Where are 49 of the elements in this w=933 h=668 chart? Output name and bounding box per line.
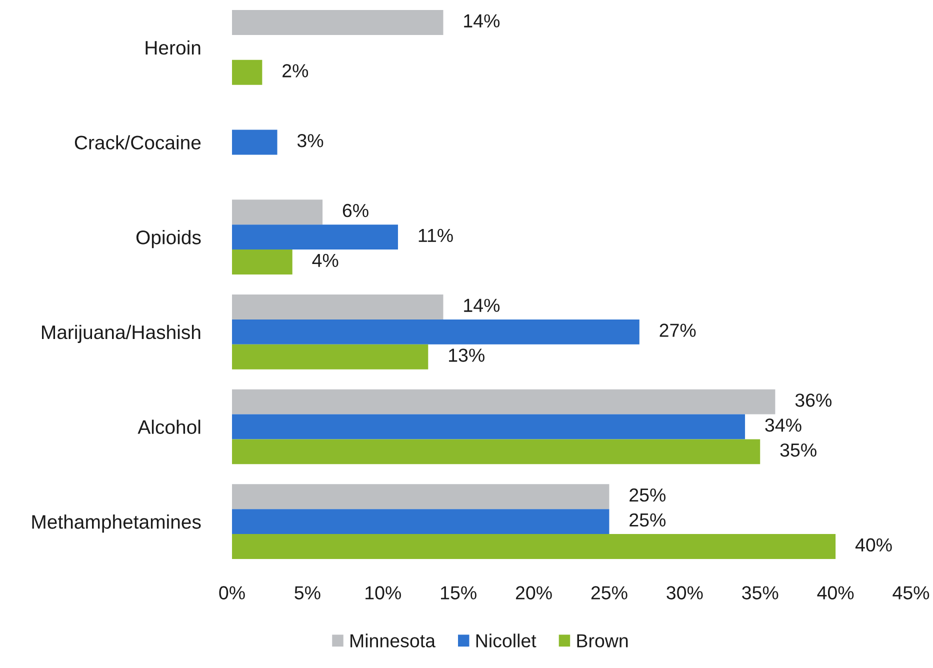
data-label: 14%: [464, 298, 500, 312]
bar: [232, 439, 760, 464]
x-tick-label: 5%: [294, 586, 320, 600]
data-label: 4%: [312, 254, 338, 267]
data-label: 25%: [630, 513, 666, 527]
x-tick-label: 20%: [516, 586, 552, 600]
bar: [232, 414, 746, 440]
x-tick-label: 0%: [219, 586, 245, 600]
x-tick-label: 15%: [441, 586, 476, 600]
data-label: 13%: [449, 348, 484, 362]
legend-label: Minnesota: [350, 634, 436, 648]
data-label: 25%: [630, 488, 666, 502]
bar: [232, 200, 323, 225]
bar: [232, 224, 398, 250]
bar: [232, 534, 836, 559]
x-tick-label: 30%: [666, 586, 703, 600]
bar: [232, 294, 444, 320]
bar: [232, 130, 278, 155]
y-tick-label: Alcohol: [138, 420, 200, 434]
x-tick-label: 35%: [742, 586, 778, 600]
bar: [232, 484, 610, 510]
y-tick-label: Opioids: [136, 230, 201, 248]
data-label: 35%: [780, 443, 816, 457]
bar: [232, 319, 640, 344]
x-tick-label: 25%: [591, 586, 628, 600]
data-label: 40%: [855, 538, 892, 552]
y-tick-label: Crack/Cocaine: [74, 135, 201, 150]
legend-label: Nicollet: [476, 634, 536, 648]
data-label: 6%: [342, 204, 368, 218]
y-tick-label: Heroin: [146, 40, 200, 55]
data-label: 14%: [464, 14, 500, 28]
bar: [232, 250, 292, 274]
y-tick-label: Methamphetamines: [32, 514, 201, 533]
bar: [232, 389, 776, 414]
bar: [232, 509, 610, 534]
data-label: 27%: [660, 324, 696, 337]
y-tick-label: Marijuana/Hashish: [42, 324, 200, 343]
bar: [232, 344, 428, 370]
x-tick-label: 40%: [817, 586, 854, 600]
legend-label: Brown: [577, 634, 628, 648]
x-tick-label: 10%: [366, 586, 401, 600]
data-label: 3%: [297, 134, 324, 148]
x-tick-label: 45%: [892, 586, 930, 600]
data-label: 2%: [282, 64, 308, 78]
data-label: 36%: [795, 394, 832, 407]
data-label: 34%: [765, 418, 802, 432]
bar: [232, 10, 444, 35]
bar: [232, 60, 262, 85]
data-label: 11%: [418, 228, 453, 242]
